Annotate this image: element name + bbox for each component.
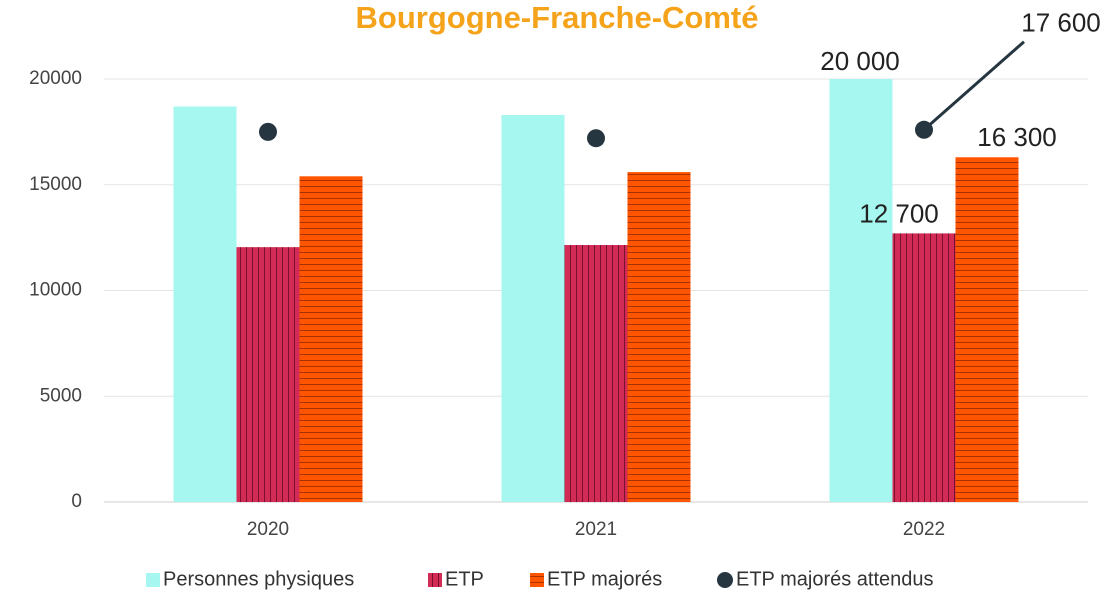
y-tick-label: 10000 (29, 280, 82, 301)
bar (892, 233, 956, 502)
legend-label: ETP majorés attendus (736, 568, 934, 590)
data-label: 16 300 (977, 122, 1057, 152)
bar (299, 176, 363, 503)
bar (236, 247, 300, 502)
legend-label: Personnes physiques (163, 568, 354, 590)
leader-line (923, 40, 1025, 131)
x-tick-label: 2020 (247, 519, 289, 540)
chart-title: Bourgogne-Franche-Comté (356, 0, 759, 35)
dot (587, 129, 605, 148)
data-label: 17 600 (1021, 8, 1101, 38)
dot (259, 122, 277, 141)
legend-marker (146, 573, 160, 587)
x-tick-label: 2021 (575, 519, 617, 540)
bar (501, 114, 565, 502)
legend-marker (428, 573, 442, 587)
y-tick-label: 15000 (29, 174, 82, 195)
x-tick-label: 2022 (903, 519, 945, 540)
legend-marker (717, 572, 733, 588)
legend-label: ETP (445, 568, 484, 590)
legend-label: ETP majorés (547, 568, 662, 590)
bar (173, 106, 237, 503)
data-label: 20 000 (820, 46, 900, 76)
bar (627, 172, 691, 502)
bar (955, 157, 1019, 502)
bar (829, 79, 893, 502)
y-tick-label: 5000 (40, 385, 82, 406)
data-label: 12 700 (859, 198, 939, 228)
y-tick-label: 20000 (29, 68, 82, 89)
legend-marker (530, 573, 544, 587)
bar (564, 245, 628, 502)
y-tick-label: 0 (71, 491, 82, 512)
